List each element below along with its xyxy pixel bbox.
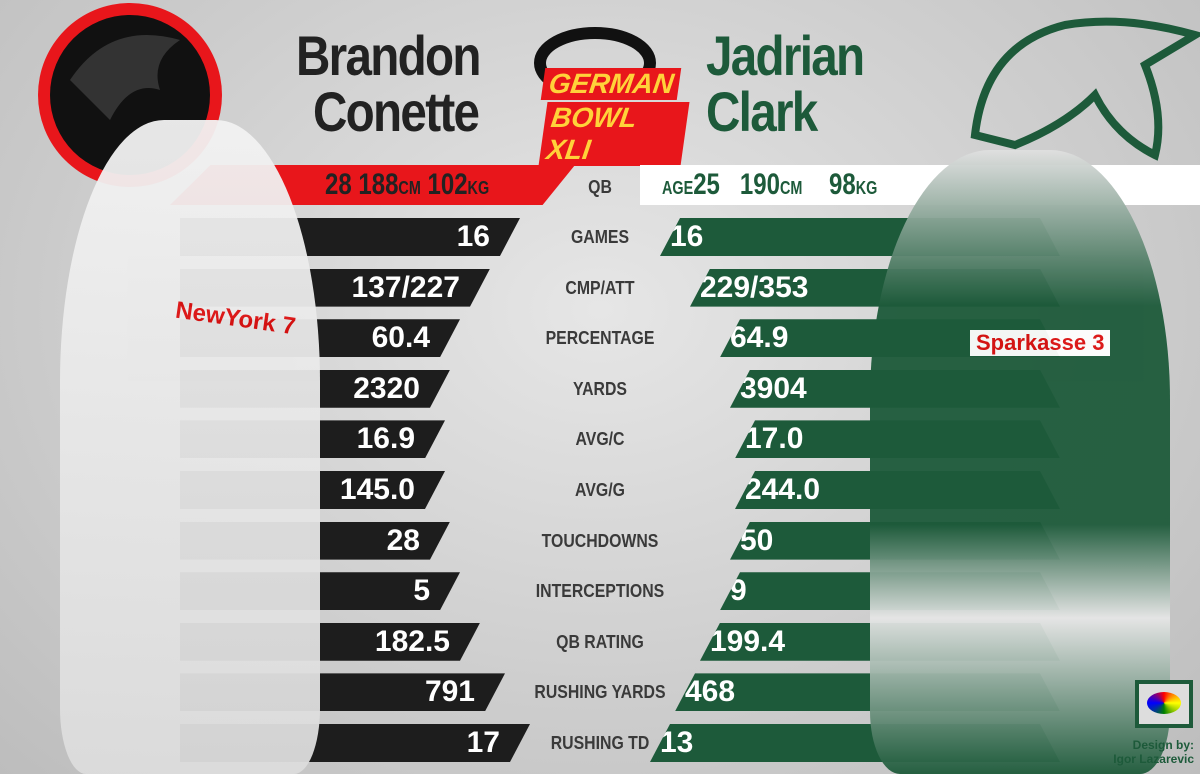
stat-label: QB RATING bbox=[556, 631, 644, 652]
right-first-name: Jadrian bbox=[706, 24, 865, 87]
left-bio: 28 188CM 102KG bbox=[325, 168, 489, 202]
left-first-name: Brandon bbox=[296, 24, 481, 87]
right-height-unit: CM bbox=[779, 178, 803, 198]
credit-line-2: Igor Lazarevic bbox=[1113, 752, 1194, 766]
left-weight: 102 bbox=[427, 168, 468, 201]
left-age: 28 bbox=[325, 168, 352, 201]
right-player-name: Jadrian Clark bbox=[706, 24, 865, 143]
right-jersey-text: Sparkasse 3 bbox=[970, 330, 1111, 356]
right-bio: AGE25 190CM 98KG bbox=[662, 168, 877, 202]
stat-label: TOUCHDOWNS bbox=[541, 530, 659, 551]
right-age: 25 bbox=[693, 168, 720, 201]
left-player-photo: NewYork 7 bbox=[60, 120, 320, 774]
right-player-photo: Sparkasse 3 bbox=[870, 150, 1170, 774]
left-weight-unit: KG bbox=[467, 178, 490, 198]
stat-label: AVG/G bbox=[575, 480, 625, 500]
stat-label: PERCENTAGE bbox=[545, 328, 655, 349]
left-height-unit: CM bbox=[398, 178, 421, 198]
left-last-name: Conette bbox=[313, 80, 480, 143]
right-last-name: Clark bbox=[706, 80, 818, 143]
design-credit: Design by: Igor Lazarevic bbox=[1113, 738, 1194, 766]
designer-logo bbox=[1135, 680, 1193, 728]
right-weight-unit: KG bbox=[855, 178, 878, 198]
left-jersey-text: NewYork 7 bbox=[173, 296, 298, 341]
stat-label: RUSHING YARDS bbox=[534, 682, 666, 703]
stat-label: GAMES bbox=[570, 227, 630, 247]
logo-text-german: GERMAN bbox=[540, 68, 682, 100]
right-height: 190 bbox=[739, 168, 780, 201]
stat-label: YARDS bbox=[572, 378, 627, 399]
right-weight: 98 bbox=[829, 168, 856, 201]
logo-text-bowl: BOWL XLI bbox=[538, 102, 690, 166]
credit-line-1: Design by: bbox=[1132, 738, 1194, 752]
football-icon bbox=[1147, 692, 1181, 714]
position-label: QB bbox=[588, 177, 612, 197]
unicorns-team-logo-icon bbox=[970, 17, 1200, 161]
stat-label: INTERCEPTIONS bbox=[535, 581, 665, 602]
right-age-label: AGE bbox=[662, 178, 694, 198]
stat-label: CMP/ATT bbox=[565, 277, 635, 298]
stat-label: RUSHING TD bbox=[550, 733, 650, 753]
stat-label: AVG/C bbox=[575, 429, 625, 450]
left-player-name: Brandon Conette bbox=[296, 24, 481, 143]
left-height: 188 bbox=[358, 168, 399, 201]
german-bowl-logo: GERMAN BOWL XLI bbox=[525, 18, 690, 166]
